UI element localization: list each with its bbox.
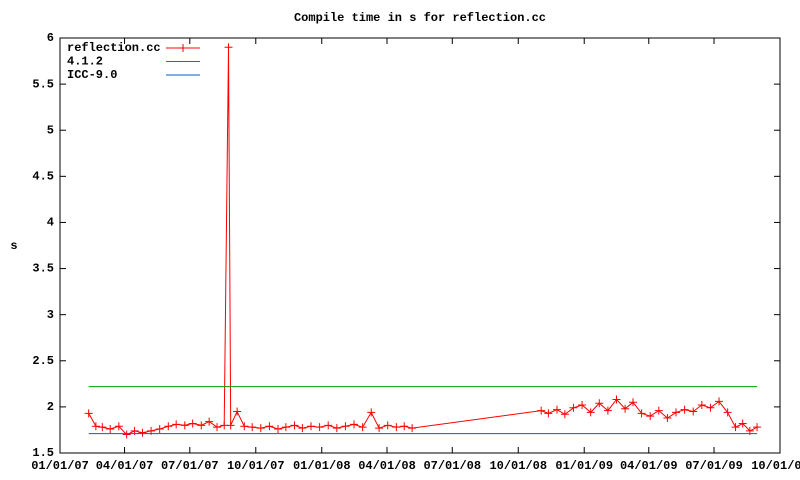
point-marker: [265, 422, 274, 431]
point-marker: [738, 419, 747, 428]
chart-title: Compile time in s for reflection.cc: [294, 11, 546, 25]
x-tick-label: 04/01/08: [358, 459, 416, 473]
point-marker: [400, 422, 409, 431]
point-marker: [298, 424, 307, 433]
point-marker: [213, 423, 222, 432]
y-tick-label: 4: [47, 216, 54, 230]
point-marker: [723, 408, 732, 417]
point-marker: [84, 409, 93, 418]
point-marker: [544, 409, 553, 418]
y-tick-label: 4.5: [32, 170, 54, 184]
x-tick-label: 07/01/09: [685, 459, 743, 473]
point-marker: [383, 421, 392, 430]
legend-label: ICC-9.0: [67, 68, 117, 82]
point-marker: [188, 419, 197, 428]
x-tick-label: 04/01/07: [96, 459, 154, 473]
y-tick-label: 5.5: [32, 77, 54, 91]
point-marker: [224, 43, 233, 52]
point-marker: [350, 420, 359, 429]
point-marker: [341, 422, 350, 431]
x-tick-label: 07/01/07: [161, 459, 219, 473]
point-marker: [753, 423, 762, 432]
point-marker: [646, 412, 655, 421]
point-marker: [122, 430, 131, 439]
point-marker: [226, 421, 235, 430]
point-marker: [114, 422, 123, 431]
point-marker: [612, 395, 621, 404]
point-marker: [621, 404, 630, 413]
point-marker: [367, 408, 376, 417]
x-tick-label: 01/01/07: [31, 459, 89, 473]
point-marker: [392, 423, 401, 432]
point-marker: [315, 423, 324, 432]
point-marker: [106, 425, 115, 434]
point-marker: [256, 424, 265, 433]
point-marker: [569, 403, 578, 412]
point-marker: [233, 407, 242, 416]
y-tick-label: 3.5: [32, 262, 54, 276]
y-tick-label: 2.5: [32, 354, 54, 368]
point-marker: [138, 428, 147, 437]
x-tick-label: 10/01/07: [227, 459, 285, 473]
point-marker: [628, 398, 637, 407]
y-tick-label: 6: [47, 31, 54, 45]
point-marker: [706, 403, 715, 412]
y-tick-label: 3: [47, 308, 54, 322]
x-tick-label: 04/01/09: [620, 459, 678, 473]
x-tick-label: 10/01/09: [751, 459, 800, 473]
point-marker: [98, 423, 107, 432]
point-marker: [560, 410, 569, 419]
point-marker: [375, 424, 384, 433]
point-marker: [205, 417, 214, 426]
point-marker: [240, 422, 249, 431]
y-tick-label: 2: [47, 400, 54, 414]
point-marker: [578, 401, 587, 410]
x-tick-label: 07/01/08: [423, 459, 481, 473]
point-marker: [586, 408, 595, 417]
point-marker: [358, 423, 367, 432]
point-marker: [324, 421, 333, 430]
plot-border: [59, 37, 781, 454]
point-marker: [672, 408, 681, 417]
point-marker: [731, 423, 740, 432]
legend-label: reflection.cc: [67, 41, 161, 55]
y-tick-label: 1.5: [32, 446, 54, 460]
point-marker: [715, 397, 724, 406]
point-marker: [654, 406, 663, 415]
point-marker: [332, 424, 341, 433]
point-marker: [680, 405, 689, 414]
point-marker: [689, 407, 698, 416]
point-marker: [306, 422, 315, 431]
point-marker: [281, 423, 290, 432]
point-marker: [164, 422, 173, 431]
point-marker: [595, 399, 604, 408]
point-marker: [172, 420, 181, 429]
legend-marker: [179, 44, 187, 52]
point-marker: [637, 409, 646, 418]
x-tick-label: 01/01/08: [293, 459, 351, 473]
legend-label: 4.1.2: [67, 55, 103, 69]
point-marker: [180, 421, 189, 430]
point-marker: [603, 406, 612, 415]
point-marker: [537, 406, 546, 415]
x-tick-label: 01/01/09: [555, 459, 613, 473]
point-marker: [552, 405, 561, 414]
point-marker: [155, 425, 164, 434]
point-marker: [663, 413, 672, 422]
point-marker: [290, 421, 299, 430]
point-marker: [274, 425, 283, 434]
point-marker: [408, 424, 417, 433]
y-tick-label: 5: [47, 123, 54, 137]
x-tick-label: 10/01/08: [489, 459, 547, 473]
point-marker: [697, 401, 706, 410]
y-axis-label: s: [10, 239, 17, 253]
point-marker: [91, 422, 100, 431]
point-marker: [197, 421, 206, 430]
point-marker: [248, 423, 257, 432]
